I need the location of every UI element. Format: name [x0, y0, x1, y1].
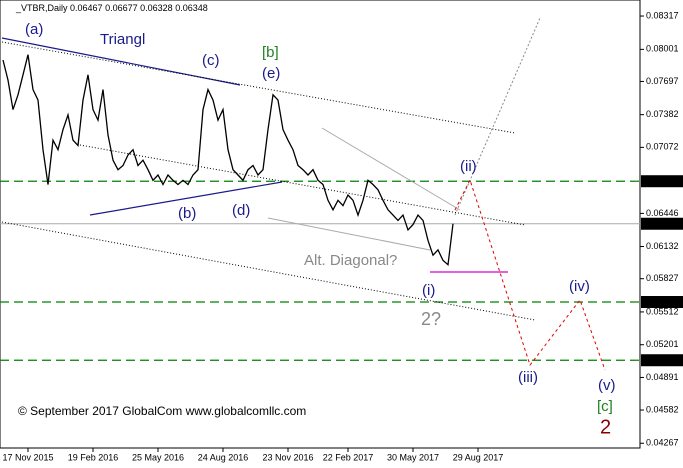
- open: 0.06467: [70, 3, 103, 13]
- y-tick-label: 0.07697: [646, 76, 679, 86]
- y-tick-label: 0.08317: [646, 10, 679, 20]
- annotation: Alt. Diagonal?: [304, 252, 397, 269]
- y-tick-label: 0.08001: [646, 44, 679, 54]
- annotation: (d): [232, 202, 250, 219]
- annotation: (v): [598, 377, 616, 394]
- y-tick-label: 0.04267: [646, 438, 679, 448]
- y-tick-label: 0.05512: [646, 306, 679, 316]
- annotation: (e): [262, 65, 280, 82]
- annotation: (iv): [569, 278, 590, 295]
- y-tick-label: 0.06132: [646, 241, 679, 251]
- annotation: (a): [25, 21, 43, 38]
- level-tag: [641, 217, 683, 230]
- annotation: (b): [178, 205, 196, 222]
- level-tag: [641, 354, 683, 367]
- layers: [0, 54, 640, 361]
- level-tag: [641, 296, 683, 309]
- x-tick-label: 29 Aug 2017: [453, 452, 504, 462]
- annotation: (i): [422, 282, 435, 299]
- level-label: 0.06348: [644, 218, 677, 228]
- annotation: 2: [600, 416, 611, 438]
- level-label: 0.06751: [644, 176, 677, 186]
- x-tick-label: 30 May 2017: [387, 452, 439, 462]
- y-tick-label: 0.05201: [646, 339, 679, 349]
- y-tick-label: 0.06446: [646, 208, 679, 218]
- x-tick-label: 24 Aug 2016: [198, 452, 249, 462]
- annotation: [b]: [262, 44, 279, 61]
- level-tag: [641, 175, 683, 188]
- x-tick-label: 25 May 2016: [132, 452, 184, 462]
- diagonal-upper: [321, 127, 461, 211]
- y-tick-label: 0.05827: [646, 273, 679, 283]
- x-tick-label: 17 Nov 2015: [2, 452, 53, 462]
- price-line: [2, 54, 454, 266]
- annotation: 2?: [421, 309, 441, 329]
- y-tick-label: 0.07072: [646, 142, 679, 152]
- diagonal-lower: [267, 217, 431, 251]
- annotation: (iii): [518, 369, 538, 386]
- low: 0.06328: [140, 3, 173, 13]
- channel-middle: [79, 144, 526, 226]
- channel-lower: [1, 221, 536, 321]
- annotation: (ii): [460, 158, 477, 175]
- x-tick-label: 19 Feb 2016: [68, 452, 119, 462]
- level-label: 0.05054: [644, 355, 677, 365]
- y-tick-label: 0.07382: [646, 109, 679, 119]
- forecast-path: [454, 178, 606, 371]
- x-tick-label: 23 Nov 2016: [262, 452, 313, 462]
- high: 0.06677: [105, 3, 138, 13]
- y-tick-label: 0.04582: [646, 404, 679, 414]
- annotation: (c): [202, 52, 220, 69]
- annotation: Triangl: [100, 31, 145, 48]
- x-tick-label: 22 Feb 2017: [323, 452, 374, 462]
- y-tick-label: 0.04891: [646, 372, 679, 382]
- header: _VTBR,Daily 0.06467 0.06677 0.06328 0.06…: [15, 3, 208, 13]
- annotation: [c]: [597, 398, 613, 415]
- triangle-lower: [89, 181, 283, 216]
- close: 0.06348: [175, 3, 208, 13]
- symbol: _VTBR,Daily: [15, 3, 68, 13]
- level-label: 0.05606: [644, 296, 677, 306]
- copyright: © September 2017 GlobalCom www.globalcom…: [18, 404, 306, 418]
